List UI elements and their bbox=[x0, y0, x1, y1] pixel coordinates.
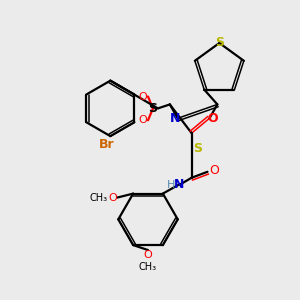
Text: H: H bbox=[167, 180, 175, 190]
Text: O: O bbox=[139, 92, 147, 101]
Text: O: O bbox=[144, 250, 152, 260]
Text: O: O bbox=[209, 164, 219, 177]
Text: CH₃: CH₃ bbox=[139, 262, 157, 272]
Text: Br: Br bbox=[99, 138, 114, 151]
Text: S: S bbox=[148, 102, 158, 115]
Text: N: N bbox=[169, 112, 180, 125]
Text: CH₃: CH₃ bbox=[89, 193, 107, 202]
Text: O: O bbox=[207, 112, 218, 125]
Text: O: O bbox=[108, 193, 117, 202]
Text: S: S bbox=[193, 142, 202, 154]
Text: O: O bbox=[139, 115, 147, 125]
Text: S: S bbox=[215, 35, 224, 49]
Text: N: N bbox=[173, 178, 184, 191]
